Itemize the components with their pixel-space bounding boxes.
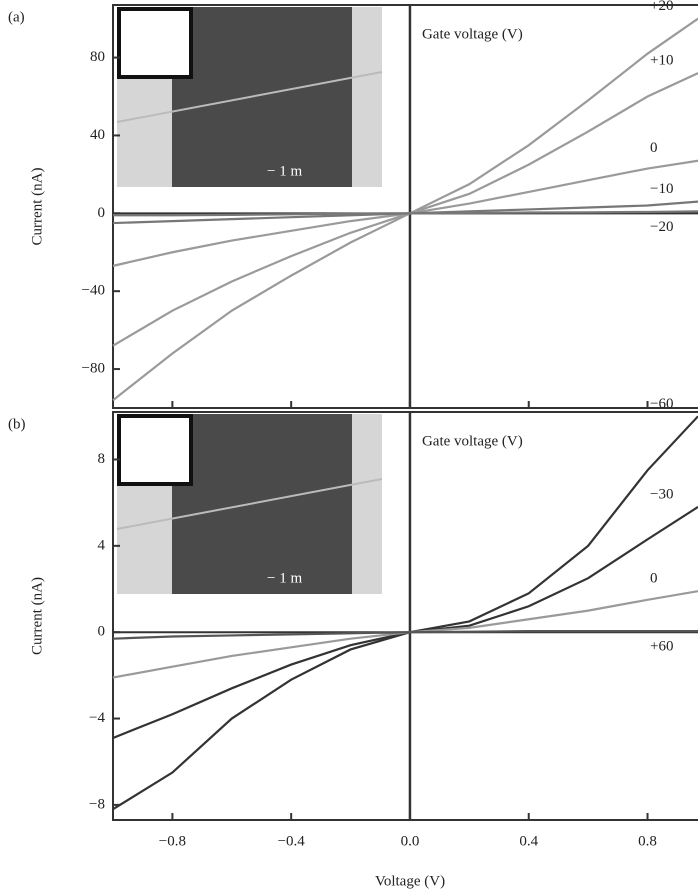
figure: − 1 m80400−40−80+20+100−10−20Gate voltag… bbox=[0, 0, 698, 895]
series-label: +20 bbox=[650, 0, 673, 14]
annotation: Gate voltage (V) bbox=[422, 433, 523, 449]
x-tick-label: 0.0 bbox=[401, 833, 420, 849]
y-tick-label: 40 bbox=[90, 127, 105, 143]
panel-label: (b) bbox=[8, 416, 26, 432]
series-label: 0 bbox=[650, 571, 658, 587]
annotation: Gate voltage (V) bbox=[422, 26, 523, 42]
x-tick-label: −0.4 bbox=[278, 833, 306, 849]
series-label: 0 bbox=[650, 140, 658, 156]
inset-box bbox=[119, 416, 191, 484]
inset-dark bbox=[172, 7, 352, 187]
inset-dark bbox=[172, 414, 352, 594]
y-tick-label: 0 bbox=[98, 205, 106, 221]
y-tick-label: −40 bbox=[82, 283, 105, 299]
y-tick-label: −80 bbox=[82, 361, 105, 377]
inset-label: − 1 m bbox=[267, 570, 302, 586]
y-tick-label: 0 bbox=[98, 624, 106, 640]
x-tick-label: 0.8 bbox=[638, 833, 657, 849]
series-label: −60 bbox=[650, 396, 673, 412]
inset-label: − 1 m bbox=[267, 163, 302, 179]
x-tick-label: 0.4 bbox=[519, 833, 538, 849]
series-label: −20 bbox=[650, 219, 673, 235]
series-label: −30 bbox=[650, 486, 673, 502]
x-axis-label: Voltage (V) bbox=[375, 873, 445, 889]
panel-label: (a) bbox=[8, 9, 25, 25]
y-axis-label: Current (nA) bbox=[29, 577, 45, 655]
y-tick-label: 80 bbox=[90, 49, 105, 65]
series-label: −10 bbox=[650, 181, 673, 197]
x-tick-label: −0.8 bbox=[159, 833, 186, 849]
y-tick-label: 4 bbox=[98, 537, 106, 553]
y-tick-label: 8 bbox=[98, 451, 106, 467]
series-label: +10 bbox=[650, 53, 673, 69]
y-tick-label: −4 bbox=[89, 710, 105, 726]
y-tick-label: −8 bbox=[89, 796, 105, 812]
series-label: +60 bbox=[650, 639, 673, 655]
y-axis-label: Current (nA) bbox=[29, 168, 45, 246]
inset-box bbox=[119, 9, 191, 77]
